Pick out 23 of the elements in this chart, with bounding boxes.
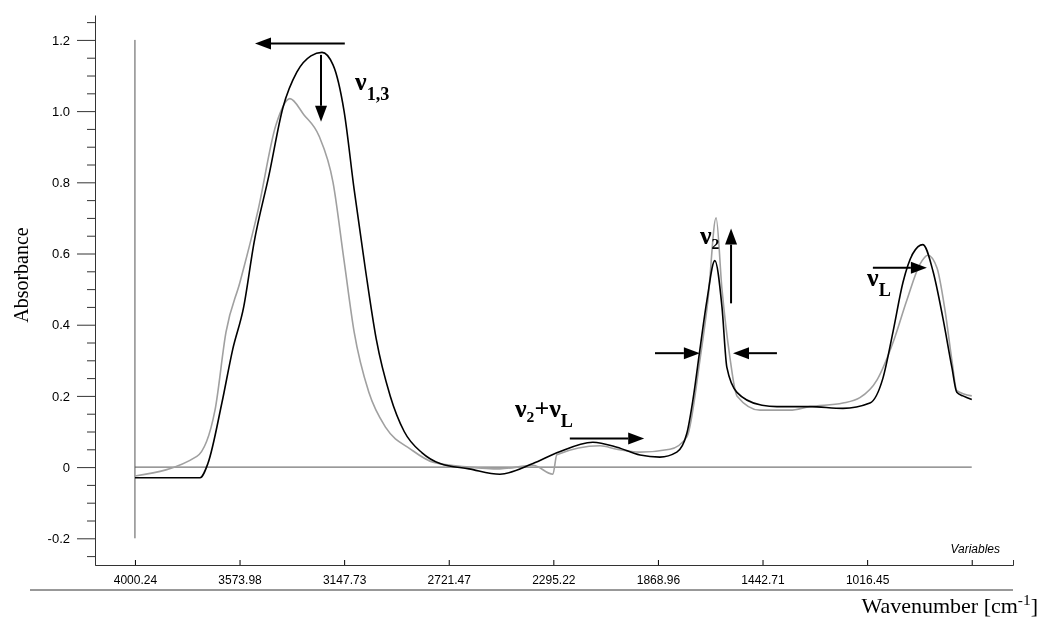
- x-tick-label: 3573.98: [218, 572, 263, 587]
- y-tick-label: 0.2: [51, 388, 70, 404]
- x-axis-title: Wavenumber [cm$^{-1}$]: [861, 590, 1038, 618]
- annotation: ν₂: [699, 221, 720, 250]
- y-axis-title: Absorbance: [10, 227, 32, 323]
- x-tick-label: 2721.47: [427, 572, 472, 587]
- y-tick-label: 1.0: [51, 103, 70, 119]
- y-tick-label: 1.2: [51, 32, 70, 48]
- annotation: Variables: [950, 542, 1000, 556]
- annotation: ν$_{L}$: [866, 263, 891, 300]
- x-tick-label: 4000.24: [113, 572, 158, 587]
- x-tick-label: 1016.45: [845, 572, 890, 587]
- x-tick-label: 2295.22: [532, 572, 576, 587]
- y-tick-label: 0.4: [51, 317, 70, 333]
- x-tick-label: 1442.71: [741, 572, 786, 587]
- y-tick-label: 0.6: [51, 246, 70, 262]
- y-tick-label: 0: [62, 459, 70, 475]
- y-tick-label: 0.8: [51, 174, 70, 190]
- annotation: ν$_{1,3}$: [354, 67, 390, 104]
- annotation: ν₂+ν$_{L}$: [514, 394, 573, 431]
- x-tick-label: 3147.73: [322, 572, 367, 587]
- y-tick-label: -0.2: [47, 530, 70, 546]
- x-tick-label: 1868.96: [636, 572, 681, 587]
